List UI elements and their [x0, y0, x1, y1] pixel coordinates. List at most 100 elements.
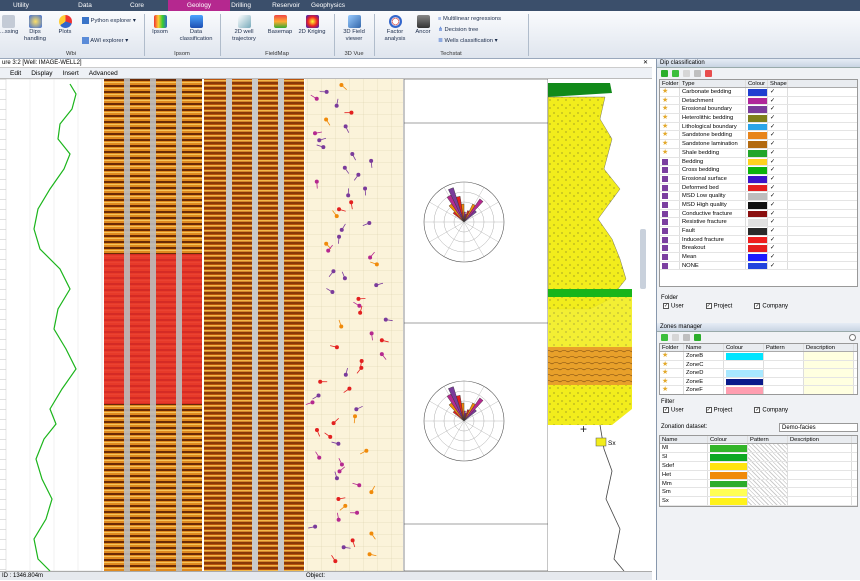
- dips-handling-button[interactable]: Dips handling: [22, 15, 48, 42]
- tadpole-shape-icon: ✓: [770, 115, 775, 121]
- facies-row[interactable]: Ml: [660, 444, 857, 453]
- facies-name: Ml: [660, 444, 708, 452]
- plots-button[interactable]: Plots: [54, 15, 76, 36]
- menu-tab[interactable]: Geophysics: [298, 0, 358, 11]
- edit-icon[interactable]: [672, 334, 679, 341]
- decision-tree-button[interactable]: ⋔ Decision tree: [438, 27, 518, 34]
- dip-type-row[interactable]: MSD Low quality✓: [660, 192, 857, 201]
- document-menu-item[interactable]: Insert: [63, 68, 79, 78]
- ancor-button[interactable]: Ancor: [412, 15, 434, 36]
- dip-type-row[interactable]: ★Heterolithic bedding✓: [660, 114, 857, 123]
- ipsom-button[interactable]: Ipsom: [148, 15, 172, 36]
- zone-row[interactable]: ★ZoneD: [660, 369, 857, 378]
- filter-checkbox-project[interactable]: ✓Project: [706, 303, 733, 315]
- filter-checkbox-company[interactable]: ✓Company: [754, 407, 788, 419]
- refresh-icon[interactable]: [694, 334, 701, 341]
- folder-cell: [660, 262, 680, 270]
- menu-tab[interactable]: Core: [106, 0, 168, 11]
- colour-cell: [708, 497, 748, 505]
- menu-tab[interactable]: Utility: [0, 0, 42, 11]
- dip-type-row[interactable]: ★Shale bedding✓: [660, 149, 857, 158]
- dip-type-row[interactable]: Bedding✓: [660, 158, 857, 167]
- dip-type-row[interactable]: ★Sandstone lamination✓: [660, 140, 857, 149]
- zonation-column-header[interactable]: Pattern: [748, 436, 788, 443]
- dip-type-row[interactable]: Fault✓: [660, 227, 857, 236]
- vertical-scrollbar-thumb[interactable]: [640, 229, 646, 289]
- add-icon[interactable]: [661, 334, 668, 341]
- dip-type-row[interactable]: Breakout✓: [660, 244, 857, 253]
- basemap-button[interactable]: Basemap: [266, 15, 294, 36]
- cube-3d-icon: [348, 15, 361, 28]
- zonation-column-header[interactable]: Description: [788, 436, 852, 443]
- facies-row[interactable]: Sx: [660, 497, 857, 506]
- zones-column-header[interactable]: Name: [684, 344, 724, 351]
- well-log-view[interactable]: + Sx: [0, 79, 652, 571]
- dip-type-row[interactable]: ★Sandstone bedding✓: [660, 131, 857, 140]
- zonation-column-header[interactable]: Colour: [708, 436, 748, 443]
- document-menu-item[interactable]: Display: [31, 68, 52, 78]
- document-menu-item[interactable]: Advanced: [89, 68, 118, 78]
- edit-icon[interactable]: [683, 70, 690, 77]
- field-viewer-button[interactable]: 3D Field viewer: [338, 15, 370, 42]
- delete-icon[interactable]: [683, 334, 690, 341]
- zone-row[interactable]: ★ZoneC: [660, 361, 857, 370]
- zone-row[interactable]: ★ZoneE: [660, 378, 857, 387]
- dip-type-row[interactable]: Erosional surface✓: [660, 175, 857, 184]
- well-trajectory-button[interactable]: 2D well trajectory: [226, 15, 262, 42]
- data-classification-button[interactable]: Data classification: [176, 15, 216, 42]
- dip-type-row[interactable]: Induced fracture✓: [660, 236, 857, 245]
- filter-checkbox-user[interactable]: ✓User: [663, 407, 684, 419]
- dip-type-row[interactable]: Resistive fracture✓: [660, 218, 857, 227]
- description-cell: [804, 369, 854, 377]
- dip-column-header[interactable]: Colour: [746, 80, 768, 87]
- dip-column-header[interactable]: Shape: [768, 80, 788, 87]
- awi-explorer-button[interactable]: AWI explorer ▾: [82, 37, 142, 45]
- dip-type-row[interactable]: NONE✓: [660, 262, 857, 271]
- filter-checkbox-user[interactable]: ✓User: [663, 303, 684, 315]
- dip-column-header[interactable]: Folder: [660, 80, 680, 87]
- wells-classification-button[interactable]: ≣ Wells classification ▾: [438, 38, 524, 45]
- search-icon[interactable]: [849, 334, 856, 341]
- zonation-column-header[interactable]: Name: [660, 436, 708, 443]
- dip-type-row[interactable]: Mean✓: [660, 253, 857, 262]
- add-icon[interactable]: [672, 70, 679, 77]
- document-menu-item[interactable]: Edit: [10, 68, 21, 78]
- facies-row[interactable]: Sdef: [660, 462, 857, 471]
- dip-type-row[interactable]: ★Lithological boundary✓: [660, 123, 857, 132]
- close-icon[interactable]: ✕: [643, 59, 648, 68]
- remove-icon[interactable]: [705, 70, 712, 77]
- dip-type-row[interactable]: MSD High quality✓: [660, 201, 857, 210]
- dip-type-row[interactable]: ★Detachment✓: [660, 97, 857, 106]
- delete-icon[interactable]: [694, 70, 701, 77]
- filter-checkbox-company[interactable]: ✓Company: [754, 303, 788, 315]
- dip-type-row[interactable]: Deformed bed✓: [660, 184, 857, 193]
- processing-button[interactable]: ...ssing: [0, 15, 16, 36]
- dip-type-row[interactable]: Conductive fracture✓: [660, 210, 857, 219]
- check-icon[interactable]: [661, 70, 668, 77]
- zones-column-header[interactable]: Colour: [724, 344, 764, 351]
- zones-column-header[interactable]: Description: [804, 344, 854, 351]
- dip-type-row[interactable]: ★Erosional boundary✓: [660, 105, 857, 114]
- dip-column-header[interactable]: Type: [680, 80, 746, 87]
- zone-row[interactable]: ★ZoneF: [660, 386, 857, 395]
- facies-row[interactable]: Het: [660, 471, 857, 480]
- dip-type-row[interactable]: ★Carbonate bedding✓: [660, 88, 857, 97]
- python-explorer-button[interactable]: Python explorer ▾: [82, 17, 142, 25]
- pattern-cell: [764, 352, 804, 360]
- zonation-dataset-select[interactable]: Demo-facies: [779, 423, 858, 432]
- facies-row[interactable]: Sl: [660, 453, 857, 462]
- filter-checkbox-project[interactable]: ✓Project: [706, 407, 733, 419]
- zones-column-header[interactable]: Pattern: [764, 344, 804, 351]
- multilinear-regressions-button[interactable]: ≡ Multilinear regressions: [438, 16, 518, 23]
- factor-analysis-button[interactable]: Factor analysis: [380, 15, 410, 42]
- kriging-button[interactable]: 2D Kriging: [298, 15, 326, 36]
- zones-column-header[interactable]: Folder: [660, 344, 684, 351]
- facies-row[interactable]: Mm: [660, 480, 857, 489]
- dip-type-row[interactable]: Cross bedding✓: [660, 166, 857, 175]
- zone-name: ZoneB: [684, 352, 724, 360]
- facies-row[interactable]: Sm: [660, 488, 857, 497]
- zone-row[interactable]: ★ZoneB: [660, 352, 857, 361]
